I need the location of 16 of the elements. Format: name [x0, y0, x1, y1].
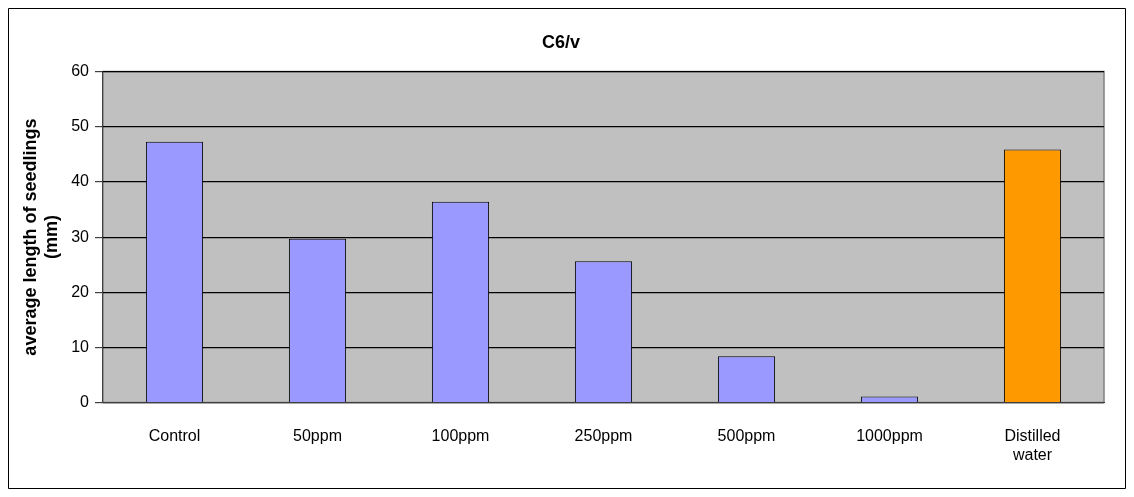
chart-title: C6/v: [541, 31, 581, 52]
x-tick-label: 50ppm: [293, 426, 342, 444]
y-tick-label: 20: [71, 282, 90, 300]
y-axis-title: average length of seedlings (mm): [19, 118, 62, 356]
x-tick-label: 1000ppm: [856, 426, 923, 444]
x-tick-label: 500ppm: [717, 426, 776, 444]
y-tick-label: 0: [80, 393, 90, 411]
y-tick-label: 10: [71, 337, 90, 355]
x-tick-label: Distilled water: [1004, 426, 1061, 463]
y-tick-label: 30: [71, 227, 90, 245]
y-tick-label: 40: [71, 172, 90, 190]
y-tick-label: 50: [71, 117, 90, 135]
x-tick-label: Control: [148, 426, 201, 444]
x-tick-label: 100ppm: [431, 426, 490, 444]
y-tick-label: 60: [71, 62, 90, 80]
x-tick-label: 250ppm: [574, 426, 633, 444]
